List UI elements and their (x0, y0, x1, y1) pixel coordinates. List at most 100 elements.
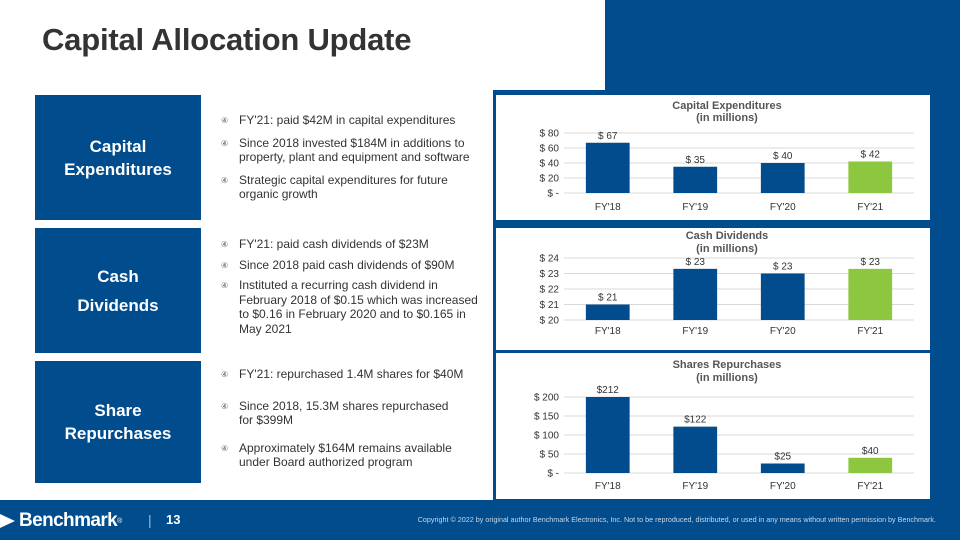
benchmark-logo: Benchmark ® (0, 508, 122, 534)
repurchases-bullet-list: ④ FY'21: repurchased 1.4M shares for $40M… (221, 367, 478, 470)
y-tick-label: $ - (547, 189, 559, 200)
y-tick-label: $ 20 (540, 316, 560, 327)
bar (585, 304, 630, 320)
bar (760, 163, 805, 193)
bullet-marker-icon: ④ (221, 240, 229, 249)
x-tick-label: FY'18 (595, 481, 621, 492)
data-label: $122 (684, 415, 707, 426)
dividends-bullet-list: ④ FY'21: paid cash dividends of $23M ④ Sin… (221, 237, 478, 336)
bar (673, 166, 718, 193)
bullet-item: ④ Since 2018 invested $184M in additions … (221, 135, 470, 165)
logo-text: Benchmark (19, 510, 118, 531)
chart-subtitle: (in millions) (696, 112, 758, 124)
logo-registered-mark: ® (117, 517, 123, 525)
footer-divider: | (148, 512, 152, 528)
x-tick-label: FY'18 (595, 202, 621, 213)
dividends-chart-svg: Cash Dividends(in millions) $ 20 $ 21 $ 22 $… (540, 230, 914, 337)
bar (673, 426, 718, 473)
y-tick-label: $ 150 (534, 412, 559, 423)
capex-text-box: ④ FY'21: paid $42M in capital expenditure… (203, 95, 490, 220)
bar (848, 268, 893, 320)
dividends-label-line-1: Cash (97, 266, 139, 286)
x-tick-label: FY'20 (770, 326, 796, 337)
repurchases-label-box: Share Repurchases (35, 361, 201, 483)
bullet-marker-icon: ④ (221, 443, 229, 453)
y-tick-label: $ 200 (534, 393, 559, 404)
dividends-chart: Cash Dividends (in millions) $ 20 $ 21 $ 22 $… (496, 228, 930, 350)
bar (760, 463, 805, 473)
x-tick-label: FY'18 (595, 326, 621, 337)
capex-label-line-1: Capital (89, 136, 147, 156)
data-label: $25 (774, 452, 791, 463)
bullet-marker-icon: ④ (221, 260, 229, 270)
bar (848, 161, 893, 193)
repurchases-chart-svg: Shares Repurchases(in millions) $ - $ 50 $ … (534, 359, 914, 492)
page-number: 13 (166, 512, 181, 527)
data-label: $ 21 (598, 293, 618, 304)
y-tick-label: $ 40 (540, 159, 560, 170)
y-tick-label: $ 24 (540, 254, 560, 265)
y-tick-label: $ 21 (540, 300, 560, 311)
y-tick-label: $ 60 (540, 144, 560, 155)
capex-chart: Capital Expenditures (in millions) $ - $ 20… (496, 95, 930, 220)
data-label: $ 23 (773, 262, 793, 273)
dividends-label-box: Cash Dividends (35, 228, 201, 353)
bullet-marker-icon: ④ (221, 370, 229, 379)
x-tick-label: FY'19 (682, 326, 708, 337)
capex-label-line-2: Expenditures (64, 159, 172, 179)
repurchases-label-line-2: Repurchases (64, 424, 172, 443)
bullet-item: ④ Since 2018, 15.3M shares repurchased fo… (221, 398, 449, 428)
bullet-item: ④ FY'21: repurchased 1.4M shares for $40M (221, 367, 464, 381)
y-tick-label: $ 20 (540, 174, 560, 185)
data-label: $ 23 (686, 257, 706, 268)
bar (585, 142, 630, 193)
repurchases-chart: Shares Repurchases (in millions) $ - $ 50 $ … (496, 353, 930, 499)
x-tick-label: FY'21 (857, 481, 883, 492)
chart-subtitle: (in millions) (696, 372, 758, 384)
capex-bullet-list: ④ FY'21: paid $42M in capital expenditure… (221, 113, 478, 202)
bullet-item: ④ Approximately $164M remains available u… (221, 440, 452, 470)
page-title: Capital Allocation Update (42, 22, 412, 57)
bullet-item: ④ Instituted a recurring cash dividend in… (221, 278, 478, 336)
x-tick-label: FY'20 (770, 481, 796, 492)
repurchases-label-line-1: Share (94, 401, 142, 420)
x-tick-label: FY'21 (857, 202, 883, 213)
y-tick-label: $ 22 (540, 285, 560, 296)
dividends-label-line-2: Dividends (77, 295, 159, 315)
logo-chevron-icon (0, 514, 15, 528)
repurchases-text-box: ④ FY'21: repurchased 1.4M shares for $40M… (203, 361, 490, 483)
data-label: $212 (597, 385, 620, 396)
dividends-text-box: ④ FY'21: paid cash dividends of $23M ④ Sin… (203, 228, 490, 353)
bar (848, 457, 893, 473)
bar (673, 268, 718, 320)
bullet-item: ④ FY'21: paid cash dividends of $23M (221, 237, 429, 251)
capex-chart-svg: Capital Expenditures(in millions) $ - $ 20… (540, 100, 914, 213)
bullet-marker-icon: ④ (221, 138, 229, 148)
bullet-marker-icon: ④ (221, 401, 229, 411)
y-tick-label: $ 23 (540, 269, 560, 280)
chart-title: Capital Expenditures (672, 100, 781, 112)
x-tick-label: FY'21 (857, 326, 883, 337)
bullet-marker-icon: ④ (221, 175, 229, 185)
bullet-item: ④ FY'21: paid $42M in capital expenditure… (221, 113, 456, 127)
data-label: $ 40 (773, 151, 793, 162)
chart-subtitle: (in millions) (696, 243, 758, 255)
bullet-marker-icon: ④ (221, 116, 229, 125)
data-label: $ 67 (598, 131, 618, 142)
bar (585, 397, 630, 473)
chart-title: Shares Repurchases (673, 359, 782, 371)
data-label: $40 (862, 446, 879, 457)
x-tick-label: FY'19 (682, 202, 708, 213)
y-tick-label: $ 80 (540, 129, 560, 140)
bullet-item: ④ Strategic capital expenditures for futu… (221, 172, 448, 202)
copyright-text: Copyright © 2022 by original author Benc… (417, 515, 936, 524)
bar (760, 273, 805, 320)
data-label: $ 35 (686, 155, 706, 166)
chart-title: Cash Dividends (686, 230, 769, 242)
y-tick-label: $ 100 (534, 431, 559, 442)
x-tick-label: FY'20 (770, 202, 796, 213)
x-tick-label: FY'19 (682, 481, 708, 492)
bullet-item: ④ Since 2018 paid cash dividends of $90M (221, 257, 455, 272)
data-label: $ 42 (861, 150, 881, 161)
bullet-marker-icon: ④ (221, 281, 229, 290)
